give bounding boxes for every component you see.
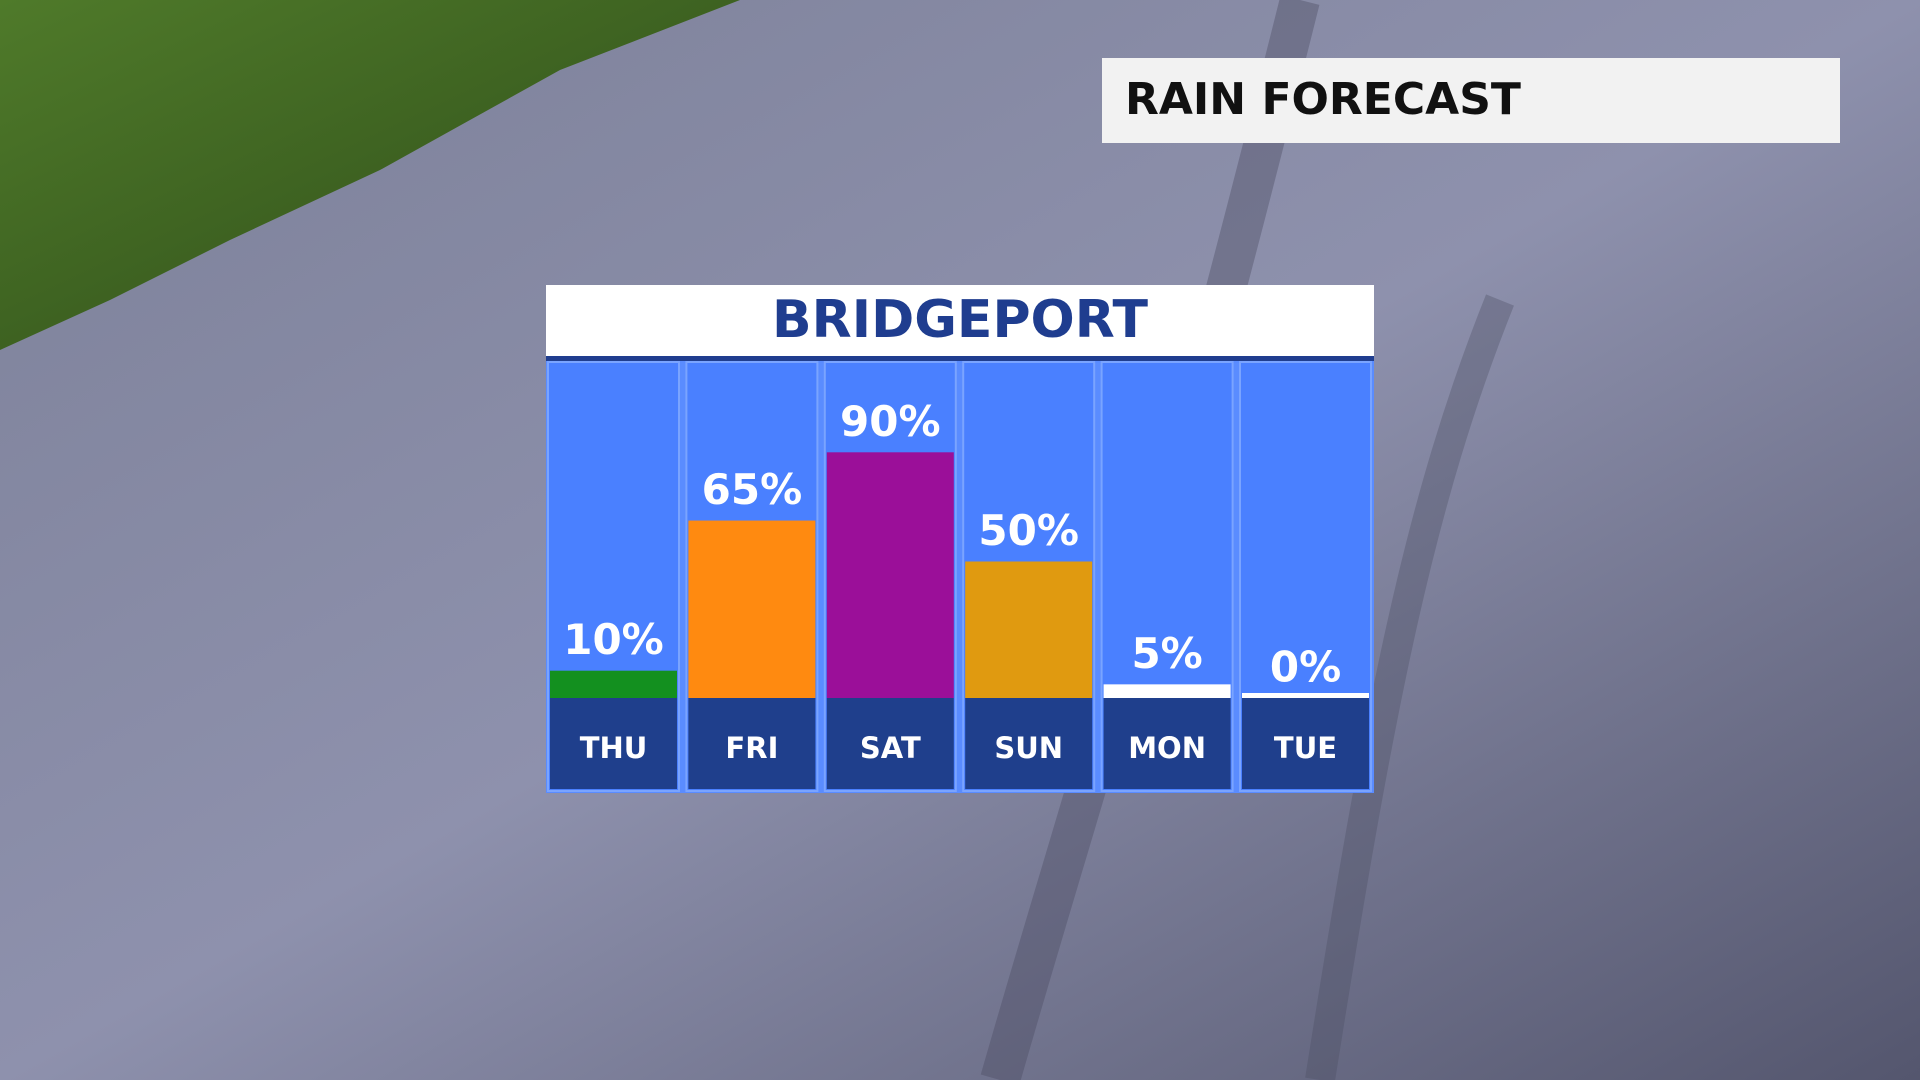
day-band — [1103, 698, 1231, 789]
day-band — [826, 698, 954, 789]
bar — [1103, 684, 1231, 698]
day-band — [688, 698, 816, 789]
bar — [965, 561, 1093, 698]
value-label: 0% — [1270, 643, 1341, 692]
value-label: 5% — [1131, 629, 1202, 678]
x-tick-label: SAT — [860, 731, 921, 765]
title-rule — [546, 356, 1374, 361]
bar — [688, 520, 816, 698]
chart-title: BRIDGEPORT — [772, 290, 1148, 350]
day-band — [965, 698, 1093, 789]
grass — [0, 0, 740, 350]
header-box — [1102, 58, 1840, 143]
x-tick-label: MON — [1128, 731, 1206, 765]
header-title: RAIN FORECAST — [1125, 74, 1521, 125]
x-tick-label: TUE — [1274, 731, 1337, 765]
reflection — [1305, 294, 1514, 1080]
x-tick-label: THU — [580, 731, 648, 765]
x-tick-label: FRI — [725, 731, 778, 765]
value-label: 65% — [702, 465, 803, 514]
value-label: 10% — [563, 615, 664, 664]
bar-cap — [1242, 693, 1369, 698]
x-tick-label: SUN — [994, 731, 1063, 765]
day-band — [550, 698, 677, 789]
value-label: 50% — [978, 506, 1079, 555]
chart-panel — [546, 285, 1374, 793]
bar — [550, 670, 677, 698]
day-band — [1242, 698, 1369, 789]
bar — [826, 452, 954, 698]
value-label: 90% — [840, 397, 941, 446]
chart-title-band — [546, 285, 1374, 356]
